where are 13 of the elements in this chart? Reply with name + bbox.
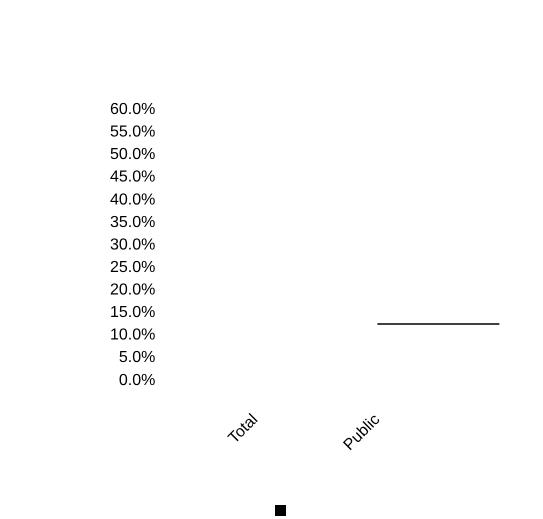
y-tick-label: 15.0% [110, 304, 156, 322]
y-tick-label: 40.0% [110, 191, 156, 208]
y-tick-label: 25.0% [110, 258, 156, 276]
y-tick-label: 60.0% [110, 101, 156, 118]
y-tick-label: 0.0% [118, 372, 156, 389]
y-tick-label: 5.0% [118, 349, 156, 366]
y-tick-label: 10.0% [110, 326, 156, 344]
y-tick-label: 30.0% [110, 236, 156, 254]
y-tick-label: 55.0% [110, 124, 156, 141]
y-tick-label: 20.0% [110, 282, 156, 299]
y-tick-label: 50.0% [110, 146, 156, 164]
y-tick-label: 45.0% [110, 168, 156, 186]
y-tick-label: 35.0% [110, 214, 156, 231]
